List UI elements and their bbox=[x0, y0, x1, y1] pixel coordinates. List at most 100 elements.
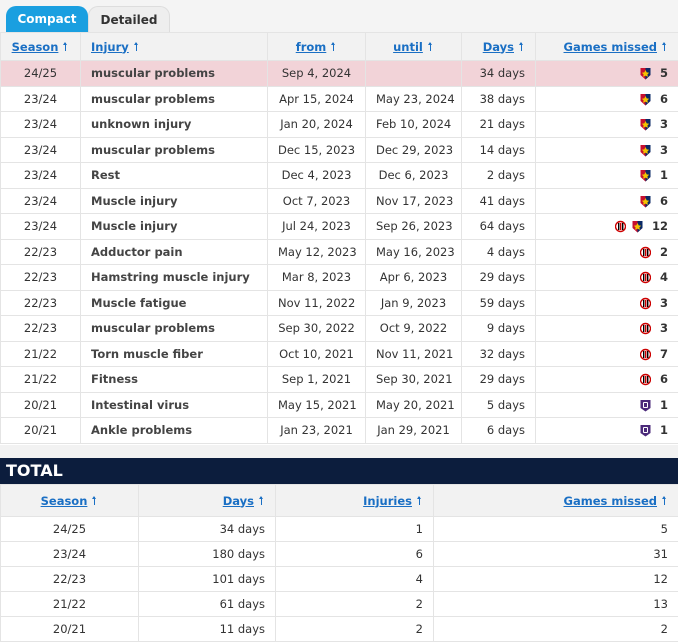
table-row: 22/23 101 days 4 12 bbox=[0, 566, 678, 592]
table-row: 23/24 unknown injury Jan 20, 2024 Feb 10, 2… bbox=[0, 111, 678, 138]
club-crest bbox=[639, 374, 651, 386]
sort-icon[interactable] bbox=[330, 42, 337, 52]
table-cell: Nov 17, 2023 bbox=[365, 187, 462, 214]
table-cell: 4 days bbox=[461, 238, 536, 265]
tab-detailed[interactable]: Detailed bbox=[88, 6, 170, 32]
tab-compact[interactable]: Compact bbox=[6, 6, 88, 32]
column-header[interactable]: Days bbox=[461, 32, 536, 61]
table-cell: 23/24 bbox=[0, 541, 139, 567]
table-cell: 5 bbox=[535, 60, 678, 87]
table-cell: May 12, 2023 bbox=[267, 238, 366, 265]
sort-icon[interactable] bbox=[416, 496, 423, 506]
table-row: 23/24 Muscle injury Jul 24, 2023 Sep 26, 20… bbox=[0, 213, 678, 240]
table-cell: 1 bbox=[535, 391, 678, 418]
sort-icon[interactable] bbox=[133, 42, 140, 52]
spacer bbox=[0, 445, 678, 458]
table-cell: 1 bbox=[535, 417, 678, 444]
games-missed: 3 bbox=[659, 295, 668, 310]
table-cell: 6 bbox=[535, 366, 678, 393]
table-cell: 20/21 bbox=[0, 417, 81, 444]
table-row: 20/21 Intestinal virus May 15, 2021 May 20,… bbox=[0, 391, 678, 418]
column-header[interactable]: Injuries bbox=[275, 484, 434, 517]
header-label[interactable]: Injury bbox=[91, 39, 129, 54]
table-cell: 7 bbox=[535, 340, 678, 367]
header-label[interactable]: Season bbox=[11, 39, 59, 54]
table-cell: 5 days bbox=[461, 391, 536, 418]
games-missed: 1 bbox=[659, 168, 668, 183]
table-cell: 22/23 bbox=[0, 238, 81, 265]
table-cell: Feb 10, 2024 bbox=[365, 111, 462, 138]
sort-icon[interactable] bbox=[91, 496, 98, 506]
table-cell: 61 days bbox=[138, 591, 276, 617]
column-header[interactable]: Injury bbox=[80, 32, 268, 61]
table-cell: Jan 29, 2021 bbox=[365, 417, 462, 444]
table-cell: 21/22 bbox=[0, 591, 139, 617]
games-missed: 6 bbox=[659, 193, 668, 208]
table-cell: 5 bbox=[433, 516, 678, 542]
table-cell: 180 days bbox=[138, 541, 276, 567]
header-label[interactable]: Days bbox=[482, 39, 514, 54]
column-header[interactable]: from bbox=[267, 32, 366, 61]
header-label[interactable]: Season bbox=[40, 493, 88, 508]
sort-icon[interactable] bbox=[518, 42, 525, 52]
header-label[interactable]: Games missed bbox=[563, 493, 657, 508]
header-label[interactable]: Days bbox=[222, 493, 254, 508]
table-cell: 20/21 bbox=[0, 616, 139, 642]
table-cell: Apr 15, 2024 bbox=[267, 85, 366, 112]
table-cell: 6 bbox=[535, 85, 678, 112]
club-crest bbox=[639, 297, 651, 309]
table-row: 20/21 Ankle problems Jan 23, 2021 Jan 29, 2… bbox=[0, 417, 678, 444]
sort-icon[interactable] bbox=[258, 496, 265, 506]
table-cell: May 20, 2021 bbox=[365, 391, 462, 418]
column-header[interactable]: Games missed bbox=[433, 484, 678, 517]
table-row: 21/22 Torn muscle fiber Oct 10, 2021 Nov 11… bbox=[0, 340, 678, 367]
table-cell: 1 bbox=[535, 162, 678, 189]
table-cell: Sep 30, 2022 bbox=[267, 315, 366, 342]
table-cell: 23/24 bbox=[0, 136, 81, 163]
table-cell: 21 days bbox=[461, 111, 536, 138]
table-cell: Mar 8, 2023 bbox=[267, 264, 366, 291]
column-header[interactable]: Games missed bbox=[535, 32, 678, 61]
table-cell: 34 days bbox=[138, 516, 276, 542]
table-cell: 64 days bbox=[461, 213, 536, 240]
table-cell: 3 bbox=[535, 289, 678, 316]
header-label[interactable]: until bbox=[393, 39, 423, 54]
table-cell: 23/24 bbox=[0, 162, 81, 189]
sort-icon[interactable] bbox=[661, 42, 668, 52]
table-cell: May 15, 2021 bbox=[267, 391, 366, 418]
table-cell: 23/24 bbox=[0, 85, 81, 112]
header-label[interactable]: Injuries bbox=[363, 493, 412, 508]
table-row: 22/23 muscular problems Sep 30, 2022 Oct 9,… bbox=[0, 315, 678, 342]
table-cell: 21/22 bbox=[0, 366, 81, 393]
header-label[interactable]: from bbox=[295, 39, 327, 54]
table-cell: 21/22 bbox=[0, 340, 81, 367]
column-header[interactable]: Season bbox=[0, 32, 81, 61]
table-cell: Nov 11, 2022 bbox=[267, 289, 366, 316]
table-cell: 31 bbox=[433, 541, 678, 567]
column-header[interactable]: until bbox=[365, 32, 462, 61]
table-row: 23/24 Rest Dec 4, 2023 Dec 6, 2023 2 days 1 bbox=[0, 162, 678, 189]
sort-icon[interactable] bbox=[427, 42, 434, 52]
sort-icon[interactable] bbox=[62, 42, 69, 52]
table-cell: 20/21 bbox=[0, 391, 81, 418]
sort-icon[interactable] bbox=[661, 496, 668, 506]
column-header[interactable]: Season bbox=[0, 484, 139, 517]
table-cell: 4 bbox=[535, 264, 678, 291]
table-cell: 4 bbox=[275, 566, 434, 592]
club-crest bbox=[639, 246, 651, 258]
club-crest bbox=[640, 68, 651, 80]
table-cell: Muscle injury bbox=[80, 213, 268, 240]
column-header[interactable]: Days bbox=[138, 484, 276, 517]
table-cell: 59 days bbox=[461, 289, 536, 316]
table-cell: 6 days bbox=[461, 417, 536, 444]
club-crest bbox=[639, 348, 651, 360]
table-cell: Jan 9, 2023 bbox=[365, 289, 462, 316]
total-header: TOTAL bbox=[0, 458, 678, 484]
table-cell: 24/25 bbox=[0, 60, 81, 87]
table-row: 21/22 Fitness Sep 1, 2021 Sep 30, 2021 29 da… bbox=[0, 366, 678, 393]
games-missed: 3 bbox=[659, 142, 668, 157]
club-crest bbox=[640, 144, 651, 157]
header-label[interactable]: Games missed bbox=[563, 39, 657, 54]
table-cell: Muscle injury bbox=[80, 187, 268, 214]
games-missed: 4 bbox=[659, 270, 668, 285]
